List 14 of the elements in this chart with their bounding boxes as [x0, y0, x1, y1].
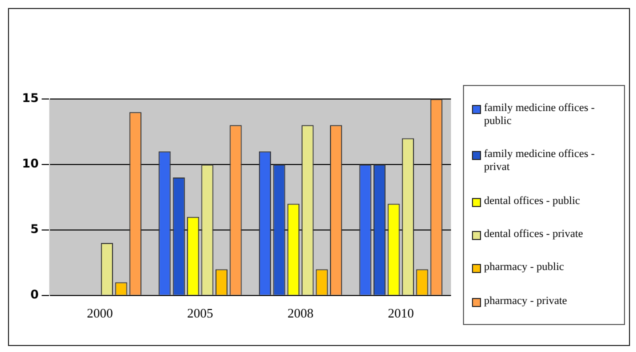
- x-tick-label: 2010: [388, 306, 414, 321]
- y-tick-label: 15: [22, 91, 39, 106]
- legend-label: dental offices - public: [484, 194, 580, 208]
- legend-label: family medicine offices - public: [484, 102, 596, 128]
- y-tick-label: 0: [30, 288, 39, 302]
- x-tick-label: 2005: [187, 306, 214, 321]
- y-tick-label: 5: [30, 222, 39, 236]
- legend-label: dental offices - private: [484, 228, 584, 242]
- legend-label: pharmacy - public: [484, 261, 564, 274]
- y-tick-label: 10: [22, 156, 39, 171]
- x-tick-label: 2008: [288, 306, 314, 321]
- legend-label: family medicine offices - privat: [484, 148, 596, 174]
- x-tick-label: 2000: [86, 306, 113, 321]
- legend-label: pharmacy - private: [484, 294, 568, 308]
